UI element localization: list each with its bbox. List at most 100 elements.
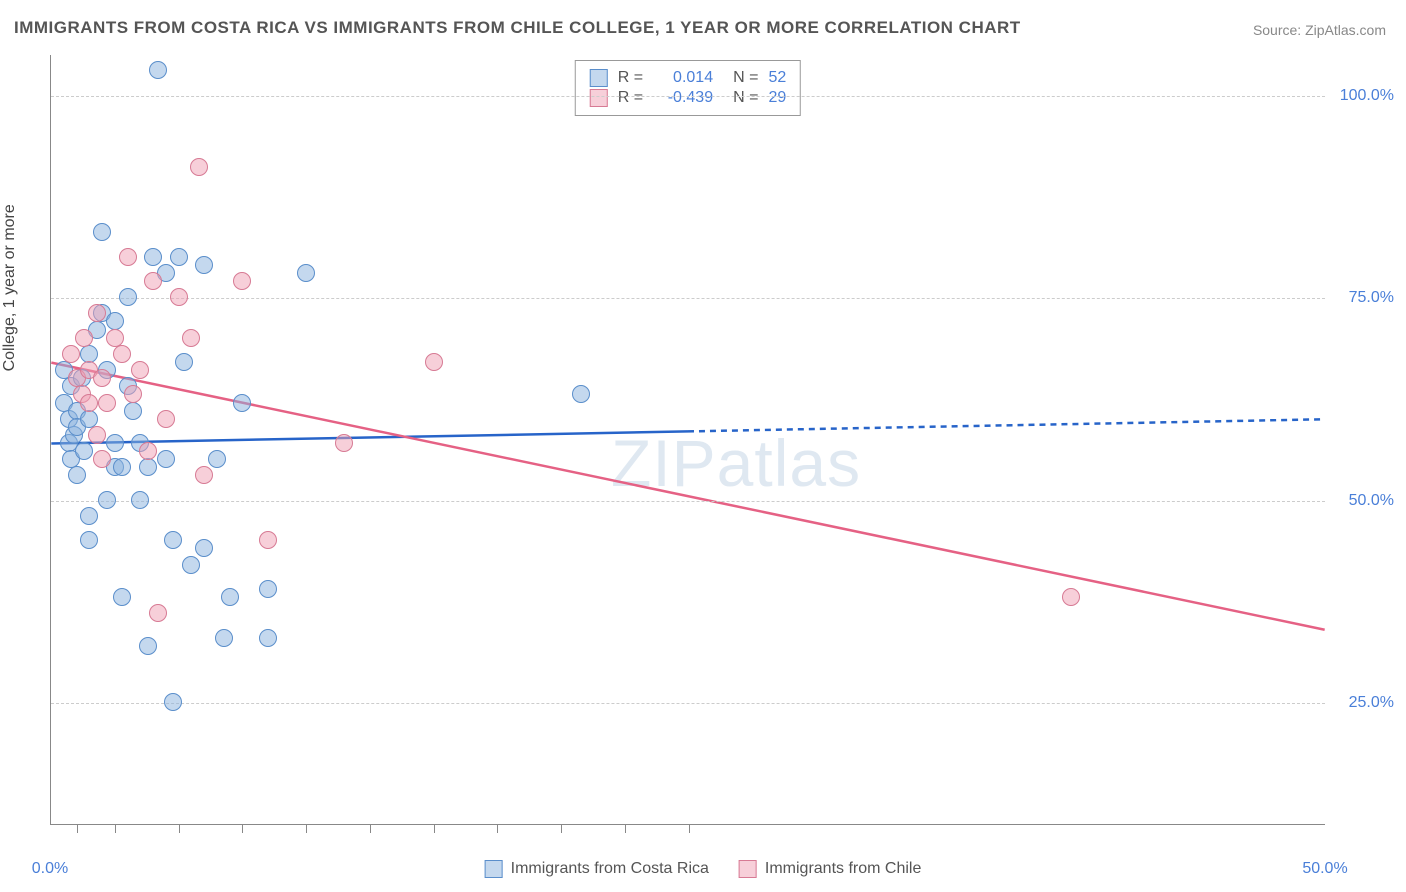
scatter-point [157,450,175,468]
r-value-costa-rica: 0.014 [653,69,713,87]
scatter-point [131,361,149,379]
scatter-point [98,491,116,509]
swatch-chile [590,89,608,107]
x-minor-tick [497,825,498,833]
scatter-point [124,385,142,403]
scatter-point [1062,588,1080,606]
gridline [51,501,1325,502]
scatter-point [106,434,124,452]
scatter-point [113,345,131,363]
x-minor-tick [689,825,690,833]
y-tick-label: 75.0% [1349,289,1394,307]
gridline [51,703,1325,704]
scatter-point [157,410,175,428]
gridline [51,298,1325,299]
scatter-point [233,272,251,290]
scatter-point [215,629,233,647]
scatter-point [170,288,188,306]
scatter-point [80,394,98,412]
swatch-costa-rica [485,860,503,878]
scatter-point [572,385,590,403]
x-minor-tick [370,825,371,833]
scatter-point [131,491,149,509]
scatter-point [93,369,111,387]
x-minor-tick [77,825,78,833]
n-label: N = [733,69,758,87]
n-value-chile: 29 [768,89,786,107]
x-minor-tick [179,825,180,833]
r-label: R = [618,89,643,107]
scatter-point [113,588,131,606]
r-label: R = [618,69,643,87]
scatter-point [113,458,131,476]
series-name-costa-rica: Immigrants from Costa Rica [511,860,709,878]
scatter-point [75,329,93,347]
correlation-legend: R = 0.014 N = 52 R = -0.439 N = 29 [575,60,801,116]
watermark: ZIPatlas [611,425,861,501]
scatter-point [190,158,208,176]
scatter-point [75,442,93,460]
scatter-point [144,272,162,290]
n-value-costa-rica: 52 [768,69,786,87]
scatter-point [259,580,277,598]
scatter-point [208,450,226,468]
scatter-point [335,434,353,452]
scatter-point [124,402,142,420]
scatter-point [164,531,182,549]
scatter-point [195,539,213,557]
scatter-point [88,426,106,444]
scatter-point [93,223,111,241]
r-value-chile: -0.439 [653,89,713,107]
series-name-chile: Immigrants from Chile [765,860,921,878]
scatter-point [119,248,137,266]
scatter-point [233,394,251,412]
scatter-point [139,637,157,655]
scatter-point [175,353,193,371]
series-legend: Immigrants from Costa Rica Immigrants fr… [485,860,922,878]
y-axis-label: College, 1 year or more [1,204,19,371]
chart-plot-area: ZIPatlas R = 0.014 N = 52 R = -0.439 N =… [50,55,1325,825]
swatch-costa-rica [590,69,608,87]
legend-item-chile: Immigrants from Chile [739,860,921,878]
scatter-point [88,304,106,322]
legend-item-costa-rica: Immigrants from Costa Rica [485,860,709,878]
n-label: N = [733,89,758,107]
scatter-point [80,531,98,549]
x-minor-tick [625,825,626,833]
scatter-point [139,442,157,460]
scatter-point [182,329,200,347]
scatter-point [259,531,277,549]
scatter-point [149,61,167,79]
scatter-point [93,450,111,468]
scatter-point [170,248,188,266]
chart-title: IMMIGRANTS FROM COSTA RICA VS IMMIGRANTS… [14,18,1021,38]
scatter-point [221,588,239,606]
scatter-point [195,466,213,484]
scatter-point [98,394,116,412]
swatch-chile [739,860,757,878]
scatter-point [68,466,86,484]
y-tick-label: 25.0% [1349,694,1394,712]
y-tick-label: 50.0% [1349,492,1394,510]
legend-row-costa-rica: R = 0.014 N = 52 [590,69,786,87]
scatter-point [182,556,200,574]
gridline [51,96,1325,97]
x-minor-tick [115,825,116,833]
scatter-point [62,345,80,363]
legend-row-chile: R = -0.439 N = 29 [590,89,786,107]
x-tick-label: 50.0% [1302,860,1347,878]
x-minor-tick [434,825,435,833]
scatter-point [149,604,167,622]
scatter-point [139,458,157,476]
scatter-point [144,248,162,266]
x-minor-tick [306,825,307,833]
scatter-point [164,693,182,711]
trend-lines [51,55,1325,824]
x-minor-tick [242,825,243,833]
scatter-point [425,353,443,371]
scatter-point [119,288,137,306]
source-label: Source: ZipAtlas.com [1253,22,1386,38]
y-tick-label: 100.0% [1340,87,1394,105]
x-tick-label: 0.0% [32,860,68,878]
scatter-point [80,507,98,525]
